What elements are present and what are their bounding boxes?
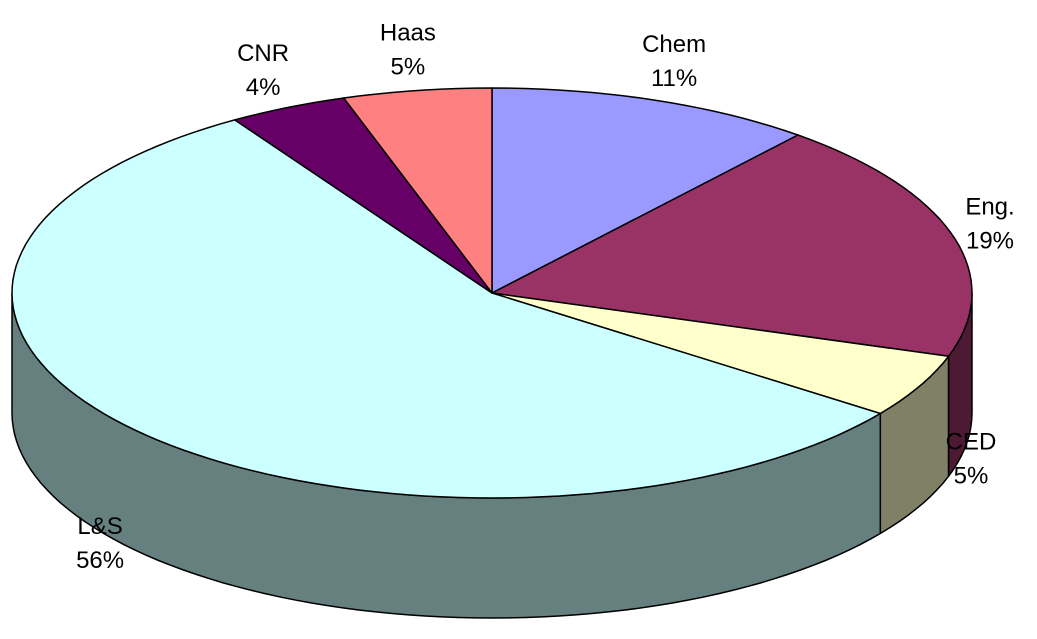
- slice-value-label: 5%: [954, 463, 989, 490]
- slice-label: Haas: [380, 19, 436, 46]
- slice-label: L&S: [77, 513, 122, 540]
- pie-slice: [491, 292, 950, 415]
- pie-slice: [491, 134, 973, 358]
- slice-value-label: 56%: [76, 547, 124, 574]
- slice-label: CNR: [237, 40, 289, 67]
- slice-value-label: 4%: [246, 74, 281, 101]
- slice-value-label: 19%: [966, 228, 1014, 255]
- slice-value-label: 5%: [391, 53, 426, 80]
- slice-label: Chem: [642, 31, 706, 58]
- pie-slice: [11, 119, 882, 499]
- slice-label: Eng.: [965, 194, 1014, 221]
- pie-slice: [491, 87, 799, 294]
- pie-slice: [342, 87, 493, 294]
- slice-value-label: 11%: [651, 65, 697, 92]
- slice-label: CED: [946, 429, 997, 456]
- pie-slice: [234, 97, 493, 294]
